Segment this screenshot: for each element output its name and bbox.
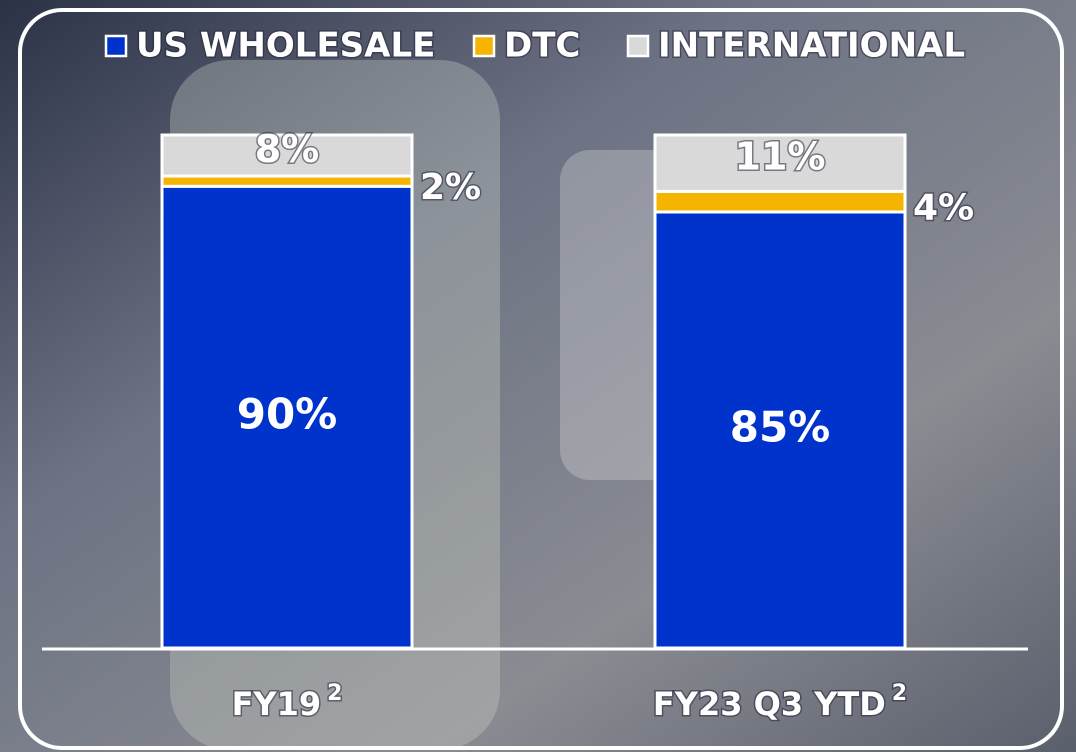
legend-label: DTC <box>504 26 580 66</box>
data-label: 2% <box>420 167 481 208</box>
legend-label: US WHOLESALE <box>136 26 435 66</box>
bar-segment <box>653 189 907 214</box>
legend-label: INTERNATIONAL <box>658 26 965 66</box>
legend-swatch <box>626 34 650 58</box>
data-label: 85% <box>730 402 831 451</box>
category-name: FY19 <box>232 685 322 723</box>
bar-segment <box>160 133 414 178</box>
legend-swatch <box>472 34 496 58</box>
data-label: 8% <box>255 127 320 171</box>
category-note: 2 <box>327 681 342 706</box>
bar-segment <box>653 133 907 193</box>
data-label: 11% <box>735 135 826 179</box>
data-label: 90% <box>237 390 338 439</box>
bar-segment <box>160 174 414 188</box>
frame <box>18 8 1064 750</box>
data-label: 4% <box>913 188 974 229</box>
legend-swatch <box>104 34 128 58</box>
x-tick-label: FY23 Q3 YTD 2 <box>653 681 907 723</box>
category-note: 2 <box>892 681 907 706</box>
category-name: FY23 Q3 YTD <box>653 685 886 723</box>
x-tick-label: FY19 2 <box>232 681 343 723</box>
